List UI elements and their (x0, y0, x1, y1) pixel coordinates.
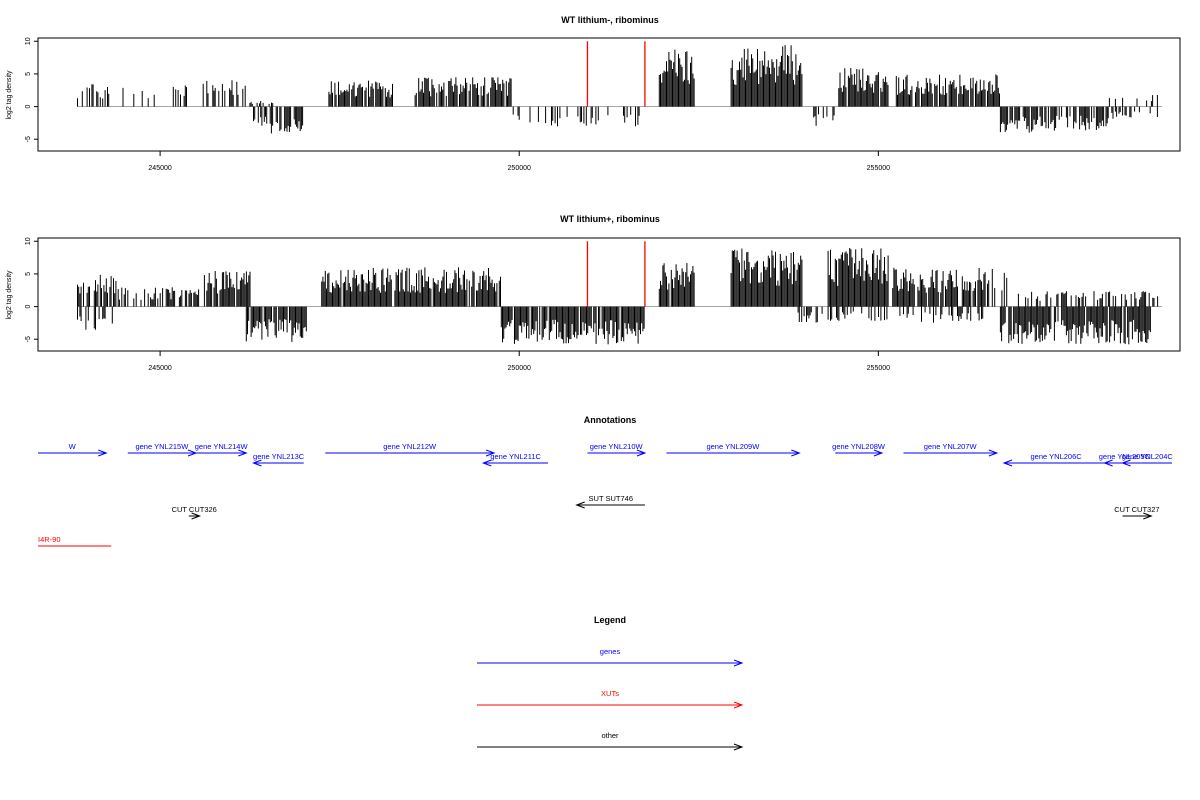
gene-arrowhead (1121, 459, 1131, 467)
gene-feature: gene YNL206C (1002, 452, 1109, 467)
panel-1-ylabel: log2 tag density (6, 70, 13, 120)
legend-item-other: other (477, 731, 744, 751)
legend-label: genes (600, 647, 621, 656)
legend-item-xut: XUTs (477, 689, 744, 709)
gene-arrowhead (1002, 459, 1013, 467)
legend-panel: Legend genes XUTs other (477, 615, 744, 751)
gene-label: gene YNL214W (195, 442, 249, 451)
legend-label: other (601, 731, 619, 740)
annotations-title: Annotations (584, 415, 637, 425)
gene-arrowhead (252, 459, 262, 467)
gene-arrowhead (636, 449, 647, 457)
panel-1-frame (37, 37, 1181, 152)
y-tick-label: 0 (25, 105, 32, 109)
gene-arrowhead (873, 449, 884, 457)
panel-1-bars (77, 45, 1163, 134)
y-tick-label: 10 (25, 37, 32, 45)
gene-label: gene YNL209W (706, 442, 760, 451)
legend-arrowhead (733, 743, 744, 751)
gene-feature: gene YNL208W (832, 442, 886, 457)
gene-feature: gene YNL207W (903, 442, 999, 457)
gene-label: gene YNL211C (490, 452, 541, 461)
y-tick-label: 5 (25, 272, 32, 276)
y-tick-label: 5 (25, 72, 32, 76)
gene-feature: gene YNL210W (587, 442, 647, 457)
gene-arrowhead (988, 449, 999, 457)
gene-label: gene YNL207W (924, 442, 978, 451)
x-tick-label: 250000 (508, 365, 531, 372)
gene-label: gene YNL205C (1099, 452, 1151, 461)
gene-feature: gene YNL213C (252, 452, 305, 467)
y-tick-label: 10 (25, 237, 32, 245)
panel-1-axes: 245000 250000 255000 10 5 0 -5 (25, 37, 890, 172)
legend-label: XUTs (601, 689, 619, 698)
y-tick-label: -5 (25, 136, 32, 142)
panel-2-frame (37, 237, 1181, 352)
other-feature: CUT CUT327 (1114, 505, 1160, 520)
panel-2-axes: 245000 250000 255000 10 5 0 -5 (25, 237, 890, 372)
panel-1-markers (586, 41, 646, 107)
panel-1-title: WT lithium-, ribominus (561, 15, 659, 25)
gene-label: gene YNL210W (590, 442, 644, 451)
gene-arrowhead (238, 449, 248, 457)
track-panel-1: WT lithium-, ribominus log2 tag density … (6, 15, 1181, 172)
x-tick-label: 255000 (867, 165, 890, 172)
gene-arrowhead (485, 449, 496, 457)
panel-2-bars (77, 248, 1163, 345)
gene-feature: gene YNL204C (1121, 452, 1174, 467)
x-tick-label: 250000 (508, 165, 531, 172)
gene-label: gene YNL208W (832, 442, 886, 451)
other-feature: CUT CUT326 (172, 505, 217, 520)
other-feature: SUT SUT746 (575, 494, 645, 509)
other-label: SUT SUT746 (589, 494, 633, 503)
gene-label: W (69, 442, 77, 451)
other-arrowhead (191, 512, 202, 520)
x-tick-label: 245000 (148, 165, 171, 172)
legend-arrowhead (733, 659, 744, 667)
gene-label: gene YNL204C (1122, 452, 1174, 461)
other-arrowhead (1143, 512, 1153, 520)
gene-feature: gene YNL209W (666, 442, 801, 457)
gene-feature: gene YNL212W (325, 442, 496, 457)
gene-label: gene YNL213C (253, 452, 305, 461)
other-arrowhead (575, 501, 585, 509)
gene-label: gene YNL212W (383, 442, 437, 451)
other-label: CUT CUT326 (172, 505, 217, 514)
legend-title: Legend (594, 615, 626, 625)
panel-2-ylabel: log2 tag density (6, 270, 13, 320)
y-tick-label: -5 (25, 336, 32, 342)
gene-feature: gene YNL214W (195, 442, 249, 457)
x-tick-label: 255000 (867, 365, 890, 372)
gene-feature: W (38, 442, 108, 457)
track-panel-2: WT lithium+, ribominus log2 tag density … (6, 214, 1181, 372)
x-tick-label: 245000 (148, 365, 171, 372)
gene-feature: gene YNL211C (481, 452, 548, 467)
gene-label: gene YNL206C (1031, 452, 1083, 461)
gene-arrowhead (98, 449, 108, 457)
xut-label: I4R-90 (38, 535, 61, 544)
other-label: CUT CUT327 (1114, 505, 1159, 514)
gene-arrowhead (481, 459, 492, 467)
panel-2-title: WT lithium+, ribominus (560, 214, 660, 224)
legend-items: genes XUTs other (477, 647, 744, 751)
y-tick-label: 0 (25, 305, 32, 309)
legend-arrowhead (733, 701, 744, 709)
legend-item-gene: genes (477, 647, 744, 667)
gene-feature: gene YNL215W (127, 442, 198, 457)
gene-arrowhead (1103, 459, 1113, 467)
gene-arrowhead (791, 449, 801, 457)
xut-feature: I4R-90 (38, 535, 112, 547)
panel-2-markers (586, 241, 646, 307)
gene-label: gene YNL215W (135, 442, 189, 451)
